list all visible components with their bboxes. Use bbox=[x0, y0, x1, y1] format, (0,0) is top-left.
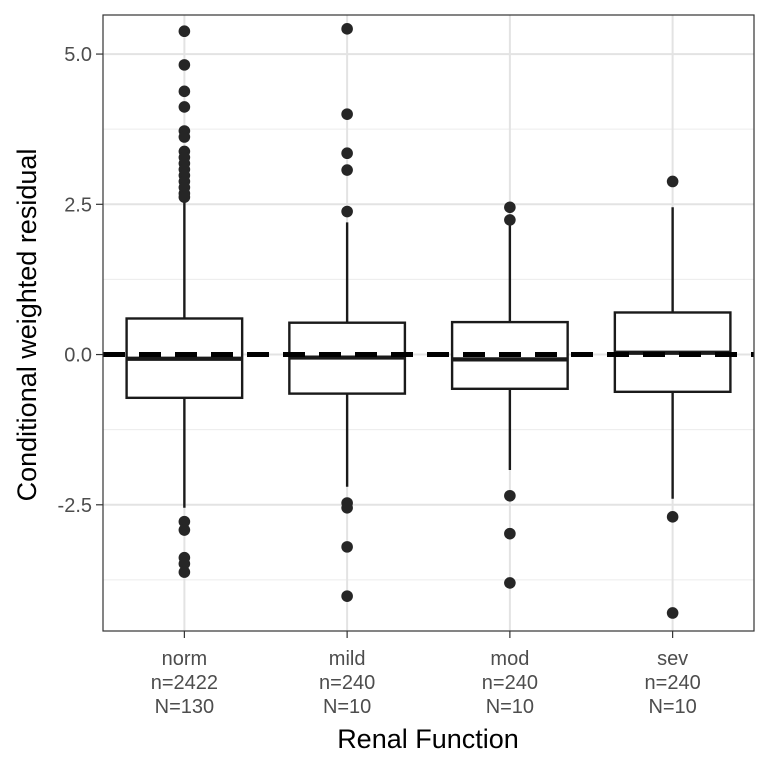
outlier-point bbox=[341, 502, 353, 514]
x-tick-label-mod: mod n=240 N=10 bbox=[482, 648, 538, 718]
outlier-point bbox=[178, 85, 191, 98]
outlier-point bbox=[341, 590, 353, 602]
y-tick-label: -2.5 bbox=[58, 495, 92, 517]
y-tick-label: 2.5 bbox=[64, 194, 92, 216]
box-norm bbox=[125, 25, 244, 578]
x-tick-label-line: sev bbox=[657, 648, 688, 670]
outlier-point bbox=[666, 175, 679, 188]
outlier-point bbox=[178, 557, 191, 570]
outlier-point bbox=[504, 489, 516, 502]
outlier-point bbox=[341, 541, 353, 553]
outlier-point bbox=[341, 147, 353, 160]
y-axis-ticks: -2.5 0.0 2.5 5.0 bbox=[58, 44, 103, 517]
x-tick-label-line: N=10 bbox=[323, 696, 371, 718]
x-axis-label: Renal Function bbox=[337, 724, 519, 754]
panel-border bbox=[102, 14, 755, 632]
outlier-point bbox=[178, 515, 191, 528]
minor-gridlines bbox=[103, 128, 754, 581]
x-tick-label-norm: norm n=2422 N=130 bbox=[151, 648, 218, 718]
y-axis-label: Conditional weighted residual bbox=[12, 149, 42, 502]
y-tick-label: 0.0 bbox=[64, 345, 92, 367]
x-tick-label-sev: sev n=240 N=10 bbox=[645, 648, 701, 718]
x-tick-label-line: n=240 bbox=[645, 672, 701, 694]
outlier-point bbox=[178, 59, 191, 71]
x-tick-label-line: N=130 bbox=[155, 696, 215, 718]
box-mild bbox=[288, 23, 407, 602]
y-tick-label: 5.0 bbox=[64, 44, 92, 66]
x-tick-label-line: n=2422 bbox=[151, 672, 218, 694]
outlier-point bbox=[341, 23, 353, 35]
outlier-point bbox=[178, 191, 191, 203]
x-tick-label-line: N=10 bbox=[486, 696, 534, 718]
x-tick-label-mild: mild n=240 N=10 bbox=[319, 648, 375, 718]
outlier-point bbox=[341, 164, 353, 176]
outlier-point bbox=[178, 131, 191, 143]
outlier-point bbox=[341, 205, 353, 218]
x-tick-label-line: n=240 bbox=[319, 672, 375, 694]
x-tick-label-line: n=240 bbox=[482, 672, 538, 694]
x-tick-label-line: mild bbox=[329, 648, 366, 670]
outlier-point bbox=[504, 201, 516, 214]
outlier-point bbox=[666, 511, 679, 523]
outlier-point bbox=[178, 25, 191, 38]
outlier-point bbox=[504, 527, 516, 540]
x-tick-label-line: N=10 bbox=[648, 696, 696, 718]
outlier-point bbox=[178, 101, 191, 113]
outlier-point bbox=[178, 524, 191, 536]
box-mod bbox=[450, 201, 569, 589]
x-tick-label-line: mod bbox=[490, 648, 529, 670]
boxes-layer bbox=[125, 23, 732, 619]
outlier-point bbox=[341, 108, 353, 120]
x-tick-label-line: norm bbox=[162, 648, 208, 670]
outlier-point bbox=[504, 214, 516, 226]
outlier-point bbox=[666, 607, 679, 619]
outlier-point bbox=[178, 566, 191, 578]
outlier-point bbox=[504, 577, 516, 589]
